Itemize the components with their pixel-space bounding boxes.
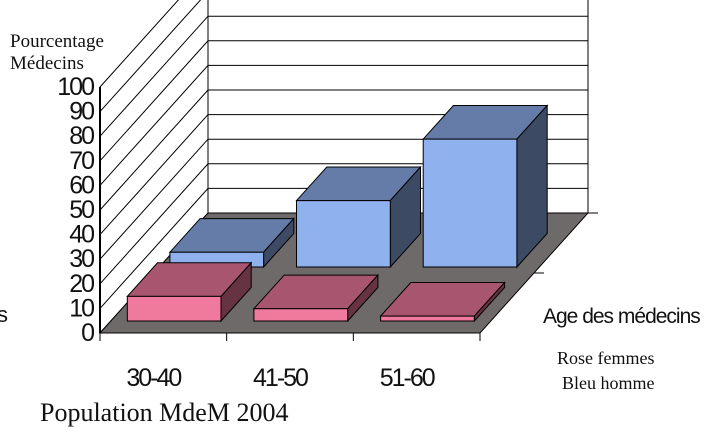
gridlines xyxy=(99,0,589,334)
y-tick-label: 50 xyxy=(69,196,94,224)
y-tick-label: 10 xyxy=(69,294,94,322)
y-tick-label: 90 xyxy=(69,98,94,126)
y-axis-label-line2: Médecins xyxy=(10,53,84,74)
x-axis-label: Age des médecins xyxy=(543,305,700,328)
x-tick-labels: 30-40 41-50 51-60 xyxy=(126,364,436,392)
y-tick-label: 20 xyxy=(69,270,94,298)
y-axis-label-line1: Pourcentage xyxy=(10,31,104,52)
bar-hommes-30-40 xyxy=(168,217,295,269)
x-tick-label: 51-60 xyxy=(380,364,435,392)
y-tick-label: 30 xyxy=(69,245,94,273)
bar-hommes-41-50 xyxy=(295,165,422,269)
y-tick-label: 60 xyxy=(69,171,94,199)
gridline xyxy=(99,0,202,112)
x-tick-label: 41-50 xyxy=(253,364,308,392)
bar-femmes-41-50 xyxy=(252,273,380,323)
y-tick-label: 0 xyxy=(81,319,94,347)
gridline xyxy=(99,0,179,88)
side-fragment-label: s xyxy=(0,302,8,327)
legend-line-1: Rose femmes xyxy=(557,348,654,368)
y-tick-label: 40 xyxy=(69,221,94,249)
legend-line-2: Bleu homme xyxy=(562,373,655,393)
bar-femmes-30-40 xyxy=(126,261,253,323)
bars xyxy=(126,104,549,323)
bar-femmes-51-60 xyxy=(379,281,506,323)
x-tick-label: 30-40 xyxy=(126,364,181,392)
y-tick-label: 80 xyxy=(69,122,94,150)
y-tick-label: 100 xyxy=(57,73,94,101)
bar-hommes-51-60 xyxy=(422,104,549,269)
chart-title: Population MdeM 2004 xyxy=(40,398,288,427)
y-tick-label: 70 xyxy=(69,147,94,175)
